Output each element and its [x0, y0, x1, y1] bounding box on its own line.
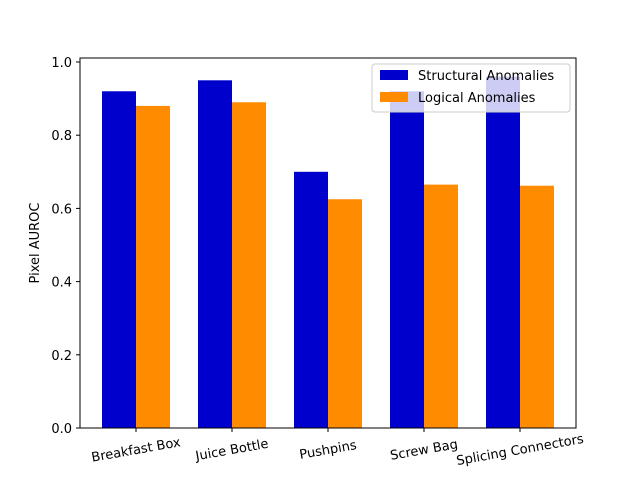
y-tick-label-3: 0.6 — [51, 202, 72, 217]
x-tick-label-2: Pushpins — [298, 438, 358, 463]
bar-structural-2 — [294, 171, 328, 429]
bar-logical-1 — [232, 102, 266, 428]
bar-structural-1 — [198, 80, 232, 429]
x-tick-label-0: Breakfast Box — [90, 435, 182, 465]
x-tick-label-3: Screw Bag — [389, 437, 459, 464]
bar-structural-3 — [390, 91, 424, 428]
y-tick-label-1: 0.2 — [51, 349, 72, 364]
y-axis-label: Pixel AUROC — [28, 203, 43, 284]
x-axis: Breakfast Box Juice Bottle Pushpins Screw B… — [90, 428, 585, 469]
y-tick-label-5: 1.0 — [51, 56, 72, 71]
x-tick-label-4: Splicing Connectors — [455, 432, 585, 469]
bar-logical-2 — [328, 199, 362, 428]
bar-logical-0 — [136, 105, 170, 429]
legend-box — [371, 63, 571, 113]
legend-label-logical: Logical Anomalies — [418, 91, 536, 106]
legend: Structural Anomalies Logical Anomalies — [371, 63, 571, 113]
bars-group — [102, 76, 554, 429]
legend-swatch-logical — [380, 92, 408, 102]
y-tick-label-2: 0.4 — [51, 276, 72, 291]
y-tick-label-0: 0.0 — [51, 422, 72, 437]
bar-logical-3 — [424, 184, 458, 428]
bar-logical-4 — [520, 185, 554, 428]
x-tick-label-1: Juice Bottle — [194, 437, 270, 465]
bar-structural-0 — [102, 91, 136, 428]
legend-swatch-structural — [380, 70, 408, 80]
bar-structural-4 — [486, 76, 520, 428]
legend-label-structural: Structural Anomalies — [418, 69, 554, 84]
y-tick-label-4: 0.8 — [51, 129, 72, 144]
y-axis: 0.0 0.2 0.4 0.6 0.8 1.0 — [51, 56, 80, 437]
